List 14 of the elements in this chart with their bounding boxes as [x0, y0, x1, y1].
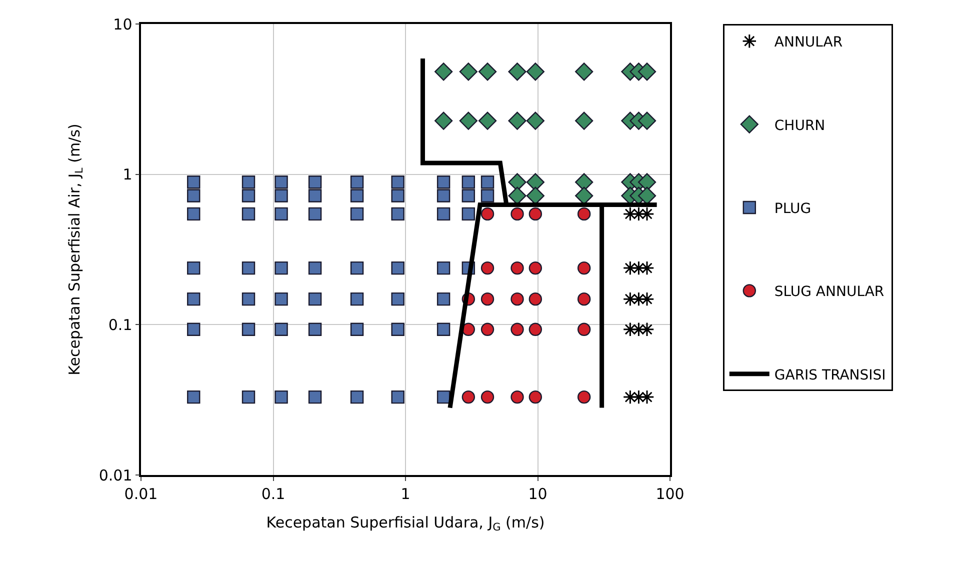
legend-label: SLUG ANNULAR — [774, 284, 884, 300]
x-tick-label: 1 — [400, 484, 410, 503]
legend-label: CHURN — [774, 118, 826, 134]
y-tick-label: 10 — [113, 15, 132, 34]
legend-label: GARIS TRANSISI — [774, 367, 886, 384]
x-tick-label: 10 — [528, 484, 548, 503]
x-tick-label: 100 — [656, 484, 684, 503]
y-tick-label: 0.01 — [98, 466, 132, 484]
legend-label: ANNULAR — [774, 34, 843, 51]
x-axis-title: Kecepatan Superfisial Udara, J$_{G}$ (m/s) — [266, 513, 545, 534]
x-tick-label: 0.1 — [261, 484, 286, 503]
legend-label: PLUG — [774, 200, 812, 217]
y-tick-label: 1 — [122, 166, 132, 184]
y-tick-label: 0.1 — [108, 316, 132, 334]
